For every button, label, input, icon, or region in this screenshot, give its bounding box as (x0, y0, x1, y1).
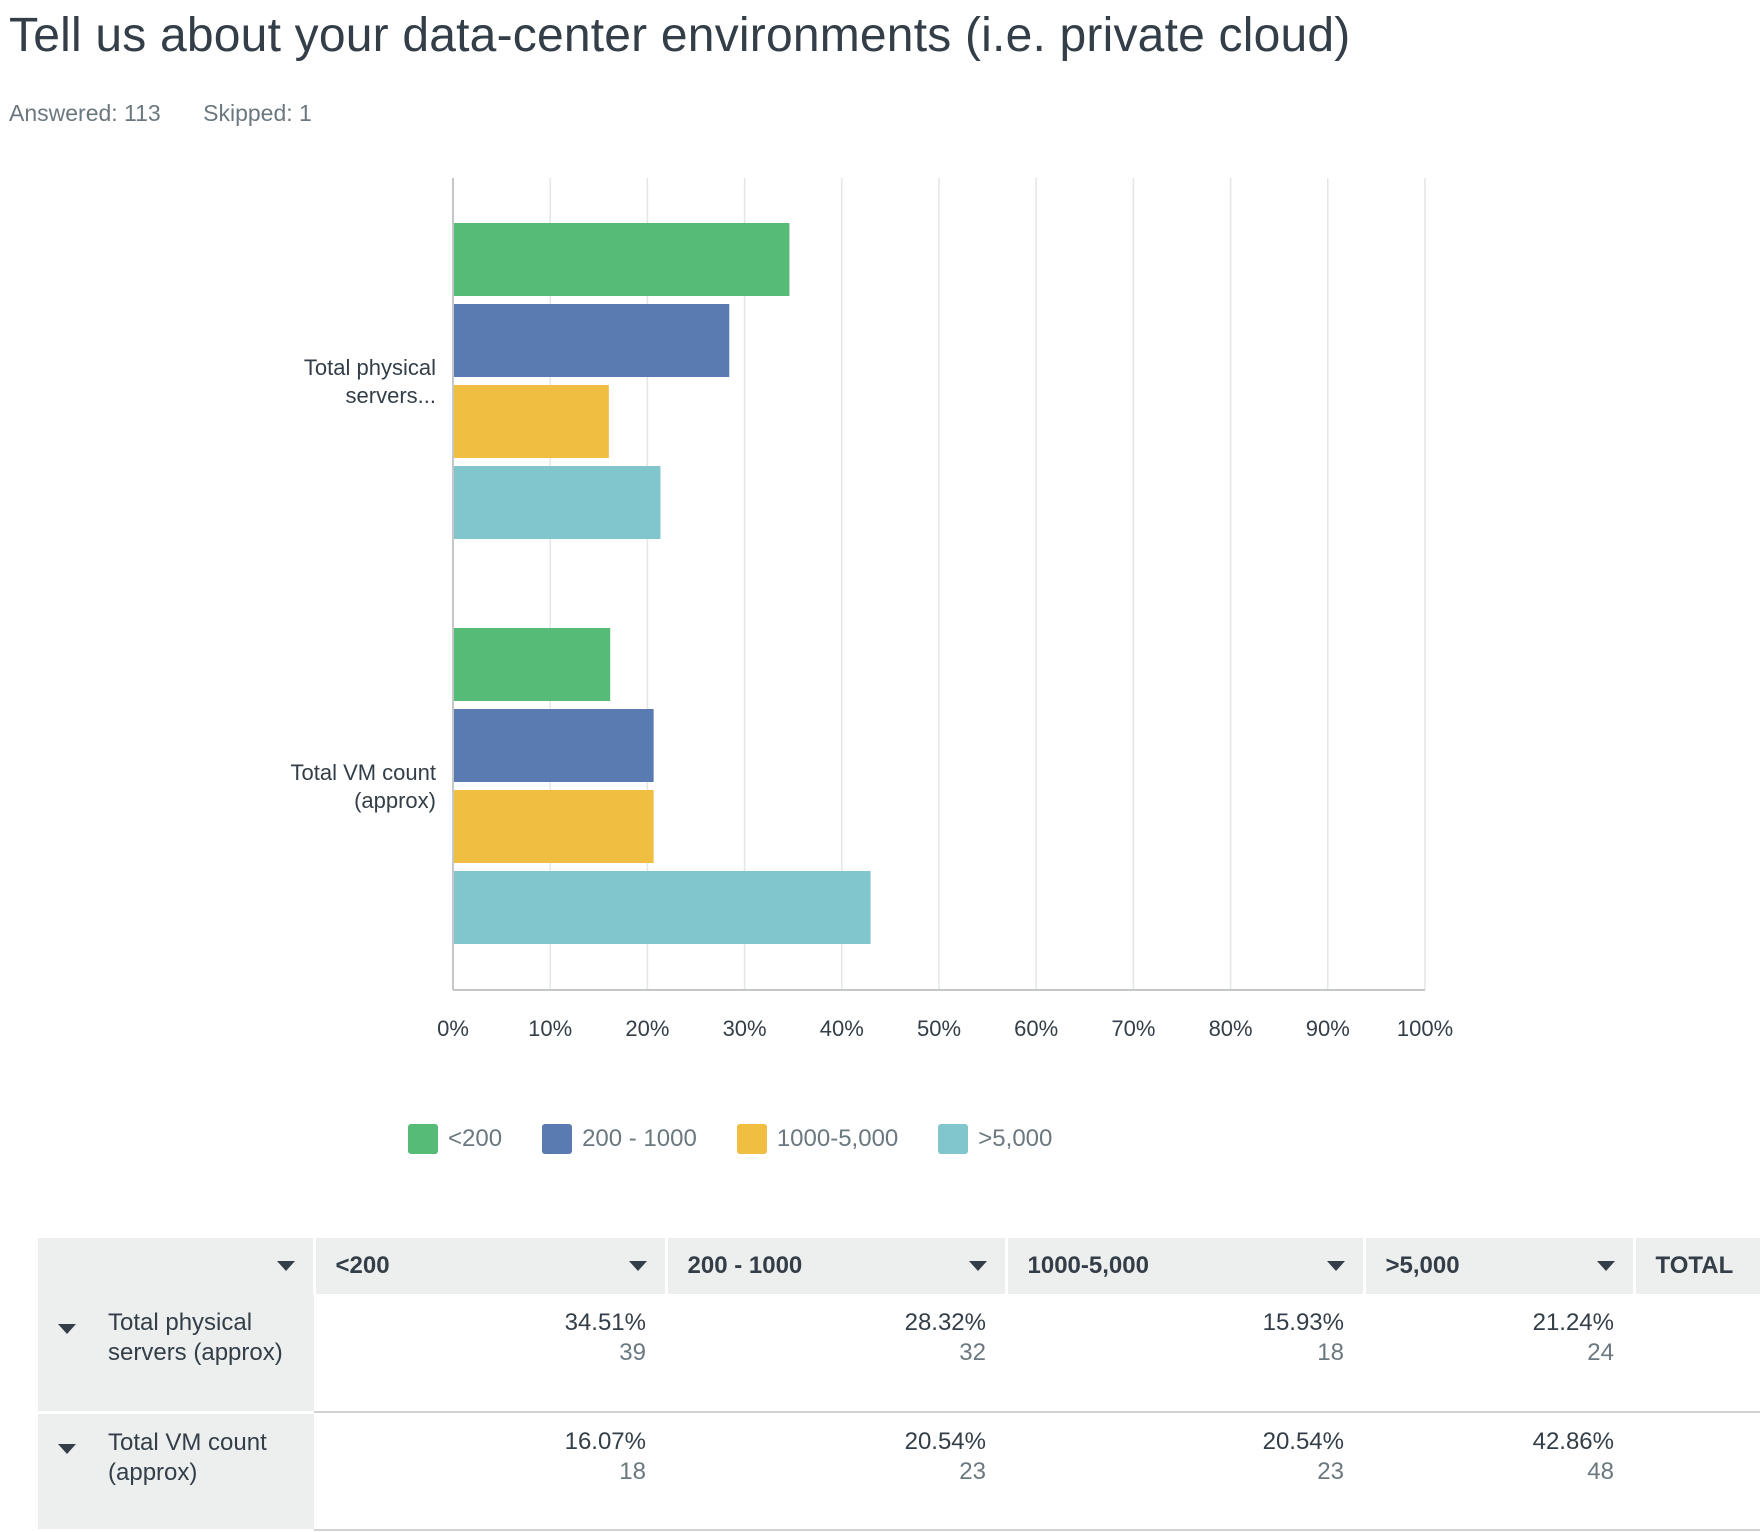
row-total: 113 (1634, 1294, 1760, 1413)
x-tick-label: 100% (1397, 1016, 1453, 1041)
sort-caret-icon[interactable] (968, 1261, 987, 1271)
results-table: <200 200 - 1000 1000-5,000 >5,000 TOTAL … (38, 1238, 1760, 1532)
cell-percent: 42.86% (1532, 1428, 1614, 1455)
table-row: Total physical servers (approx) 34.51% 39… (38, 1294, 1760, 1414)
sort-caret-icon[interactable] (276, 1261, 295, 1271)
bar (454, 628, 611, 701)
column-header-total[interactable]: TOTAL (1634, 1238, 1760, 1294)
category-label-line: (approx) (354, 788, 436, 813)
cell-percent: 34.51% (564, 1309, 646, 1336)
table-cell: 20.54% 23 (666, 1412, 1006, 1531)
category-label: Total physical servers... (304, 355, 436, 408)
category-label: Total VM count (approx) (290, 760, 436, 813)
column-header-200-1000[interactable]: 200 - 1000 (666, 1238, 1008, 1294)
legend-item-1000-5000: 1000-5,000 (736, 1124, 899, 1154)
cell-count: 48 (1587, 1458, 1614, 1485)
table-cell: 34.51% 39 (314, 1294, 666, 1413)
cell-count: 39 (619, 1339, 646, 1366)
cell-count: 32 (959, 1339, 986, 1366)
x-tick-label: 80% (1209, 1016, 1253, 1041)
x-tick-label: 10% (528, 1016, 572, 1041)
x-tick-label: 70% (1111, 1016, 1155, 1041)
row-toggle-icon[interactable] (58, 1324, 76, 1334)
sort-caret-icon[interactable] (1596, 1261, 1615, 1271)
cell-percent: 20.54% (1262, 1428, 1344, 1455)
table-cell: 28.32% 32 (666, 1294, 1006, 1413)
bar-chart: 0% 10% 20% 30% 40% 50% 60% 70% 80% 90% 100% Total p… (290, 178, 1453, 1041)
chart-legend: <200 200 - 1000 1000-5,000 >5,000 (408, 1124, 1092, 1154)
sort-caret-icon[interactable] (1326, 1261, 1345, 1271)
category-label-line: Total VM count (290, 760, 436, 785)
column-header-label: 1000-5,000 (1027, 1252, 1149, 1279)
x-tick-label: 60% (1014, 1016, 1058, 1041)
x-tick-label: 50% (917, 1016, 961, 1041)
table-row: Total VM count (approx) 16.07% 18 20.54% 2… (38, 1412, 1760, 1532)
question-title: Tell us about your data-center environme… (9, 9, 1351, 62)
category-label-line: Total physical (304, 355, 436, 380)
legend-item-lt200: <200 (408, 1124, 502, 1154)
legend-swatch-1000-5000 (736, 1124, 767, 1154)
cell-percent: 15.93% (1262, 1309, 1344, 1336)
cell-percent: 16.07% (564, 1428, 646, 1455)
table-cell: 20.54% 23 (1006, 1412, 1364, 1531)
bar (454, 709, 654, 782)
row-header-physical-servers[interactable]: Total physical servers (approx) (38, 1294, 314, 1414)
legend-label-200-1000: 200 - 1000 (582, 1125, 697, 1152)
legend-item-200-1000: 200 - 1000 (542, 1124, 697, 1154)
row-label: Total VM count (approx) (108, 1428, 267, 1486)
bar (454, 790, 654, 863)
answered-count: Answered: 113 (9, 100, 161, 126)
legend-item-gt5000: >5,000 (938, 1124, 1052, 1154)
response-summary: Answered: 113 Skipped: 1 (9, 100, 312, 127)
bar (454, 871, 871, 944)
table-cell: 21.24% 24 (1364, 1294, 1634, 1413)
legend-label-gt5000: >5,000 (978, 1125, 1053, 1152)
column-header-label: <200 (335, 1252, 390, 1279)
bar (454, 385, 609, 458)
cell-percent: 28.32% (904, 1309, 986, 1336)
column-header-1000-5000[interactable]: 1000-5,000 (1006, 1238, 1366, 1294)
row-label: Total physical servers (approx) (108, 1309, 283, 1366)
table-cell: 16.07% 18 (314, 1412, 666, 1531)
category-label-line: servers... (346, 383, 436, 408)
x-tick-label: 40% (820, 1016, 864, 1041)
x-tick-label: 90% (1306, 1016, 1350, 1041)
bar (454, 304, 730, 377)
row-total: 112 (1634, 1412, 1760, 1531)
column-header-label: TOTAL (1655, 1252, 1734, 1279)
sort-caret-icon[interactable] (628, 1261, 647, 1271)
table-cell: 42.86% 48 (1364, 1412, 1634, 1531)
row-toggle-icon[interactable] (58, 1443, 76, 1454)
bar (454, 223, 790, 296)
table-cell: 15.93% 18 (1006, 1294, 1364, 1413)
cell-count: 23 (959, 1458, 986, 1485)
x-tick-label: 0% (437, 1016, 469, 1041)
legend-swatch-lt200 (408, 1124, 438, 1154)
legend-label-1000-5000: 1000-5,000 (776, 1125, 899, 1152)
cell-count: 23 (1317, 1458, 1344, 1485)
skipped-count: Skipped: 1 (203, 100, 312, 126)
cell-percent: 21.24% (1532, 1309, 1614, 1336)
cell-percent: 20.54% (904, 1428, 986, 1455)
legend-label-lt200: <200 (448, 1125, 503, 1152)
legend-swatch-gt5000 (938, 1124, 969, 1154)
x-tick-label: 30% (723, 1016, 767, 1041)
column-header-gt5000[interactable]: >5,000 (1364, 1238, 1636, 1294)
x-tick-label: 20% (625, 1016, 669, 1041)
legend-swatch-200-1000 (542, 1124, 573, 1154)
row-header-vm-count[interactable]: Total VM count (approx) (38, 1412, 314, 1532)
cell-count: 18 (1317, 1339, 1344, 1366)
cell-count: 18 (619, 1458, 646, 1485)
column-header-label: 200 - 1000 (687, 1252, 803, 1279)
column-header-lt200[interactable]: <200 (314, 1238, 668, 1294)
column-header-blank[interactable] (38, 1238, 316, 1294)
bar (454, 466, 661, 539)
cell-count: 24 (1587, 1339, 1614, 1366)
column-header-label: >5,000 (1385, 1252, 1460, 1279)
table-header-row: <200 200 - 1000 1000-5,000 >5,000 TOTAL (38, 1238, 1760, 1294)
